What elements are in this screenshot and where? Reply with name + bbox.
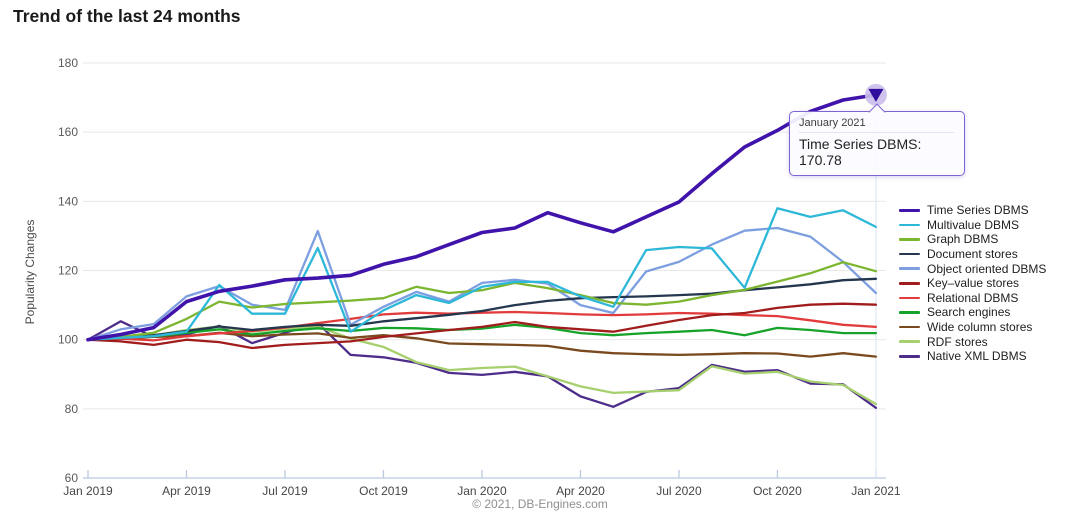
legend-item-rdf-stores[interactable]: RDF stores — [899, 334, 1046, 349]
legend-line-swatch-icon — [899, 354, 920, 358]
legend-item-multivalue-dbms[interactable]: Multivalue DBMS — [899, 218, 1046, 233]
series-line-search-engines[interactable] — [86, 323, 878, 341]
legend-item-search-engines[interactable]: Search engines — [899, 305, 1046, 320]
legend-item-label: Key–value stores — [927, 276, 1020, 291]
series-line-key-value-stores[interactable] — [86, 302, 878, 350]
legend-item-label: Wide column stores — [927, 320, 1033, 335]
y-tick-label: 160 — [58, 125, 78, 139]
legend-item-relational-dbms[interactable]: Relational DBMS — [899, 291, 1046, 306]
series-line-object-oriented-dbms[interactable] — [86, 226, 878, 341]
y-tick-label: 120 — [58, 264, 78, 278]
y-tick-label: 100 — [58, 333, 78, 347]
x-tick-label: Oct 2020 — [753, 484, 802, 498]
legend-line-swatch-icon — [899, 267, 920, 270]
legend-line-swatch-icon — [899, 325, 920, 329]
series-line-rdf-stores[interactable] — [86, 325, 878, 406]
series-line-graph-dbms[interactable] — [86, 261, 878, 341]
legend-item-label: Relational DBMS — [927, 290, 1019, 305]
legend-item-graph-dbms[interactable]: Graph DBMS — [899, 232, 1046, 247]
legend-line-swatch-icon — [899, 209, 920, 212]
series-line-time-series-dbms[interactable] — [86, 93, 878, 342]
x-tick-label: Jul 2020 — [656, 484, 702, 498]
legend-line-swatch-icon — [899, 252, 920, 256]
legend-item-time-series-dbms[interactable]: Time Series DBMS — [899, 203, 1046, 218]
hover-marker-triangle-icon — [868, 88, 884, 102]
legend-item-label: Search engines — [927, 305, 1011, 320]
legend-line-swatch-icon — [899, 296, 920, 300]
legend-item-wide-column-stores[interactable]: Wide column stores — [899, 320, 1046, 335]
legend-item-label: Time Series DBMS — [927, 203, 1029, 218]
legend-item-document-stores[interactable]: Document stores — [899, 247, 1046, 262]
series-line-wide-column-stores[interactable] — [86, 331, 878, 358]
series-line-relational-dbms[interactable] — [86, 310, 878, 342]
x-tick-label: Jan 2021 — [851, 484, 901, 498]
legend-item-label: Multivalue DBMS — [927, 217, 1020, 232]
copyright-footer: © 2021, DB-Engines.com — [472, 497, 608, 511]
y-tick-label: 140 — [58, 194, 78, 208]
legend-line-swatch-icon — [899, 340, 920, 343]
legend-line-swatch-icon — [899, 223, 920, 227]
legend-line-swatch-icon — [899, 311, 920, 314]
legend-item-label: Document stores — [927, 247, 1018, 262]
legend-line-swatch-icon — [899, 281, 920, 285]
chart-legend: Time Series DBMS Multivalue DBMS Graph DBM… — [899, 203, 1046, 364]
legend-line-swatch-icon — [899, 238, 920, 241]
x-tick-label: Jan 2019 — [63, 484, 113, 498]
tooltip-value: Time Series DBMS: 170.78 — [799, 136, 922, 168]
legend-item-label: Native XML DBMS — [927, 349, 1027, 364]
y-axis-title: Popularity Changes — [23, 220, 37, 325]
y-tick-label: 180 — [58, 56, 78, 70]
legend-item-key-value-stores[interactable]: Key–value stores — [899, 276, 1046, 291]
x-tick-label: Apr 2020 — [556, 484, 605, 498]
page-title: Trend of the last 24 months — [13, 6, 241, 26]
y-tick-label: 60 — [65, 471, 79, 485]
x-tick-label: Jul 2019 — [262, 484, 308, 498]
x-tick-label: Apr 2019 — [162, 484, 211, 498]
y-tick-label: 80 — [65, 402, 79, 416]
legend-item-label: Object oriented DBMS — [927, 261, 1047, 276]
hover-tooltip: January 2021 Time Series DBMS: 170.78 — [789, 103, 965, 176]
legend-item-label: RDF stores — [927, 334, 988, 349]
series-line-multivalue-dbms[interactable] — [86, 207, 878, 341]
tooltip-date: January 2021 — [799, 117, 954, 133]
x-tick-label: Oct 2019 — [359, 484, 408, 498]
x-tick-label: Jan 2020 — [457, 484, 507, 498]
legend-item-native-xml-dbms[interactable]: Native XML DBMS — [899, 349, 1046, 364]
legend-item-object-oriented-dbms[interactable]: Object oriented DBMS — [899, 261, 1046, 276]
legend-item-label: Graph DBMS — [927, 232, 999, 247]
